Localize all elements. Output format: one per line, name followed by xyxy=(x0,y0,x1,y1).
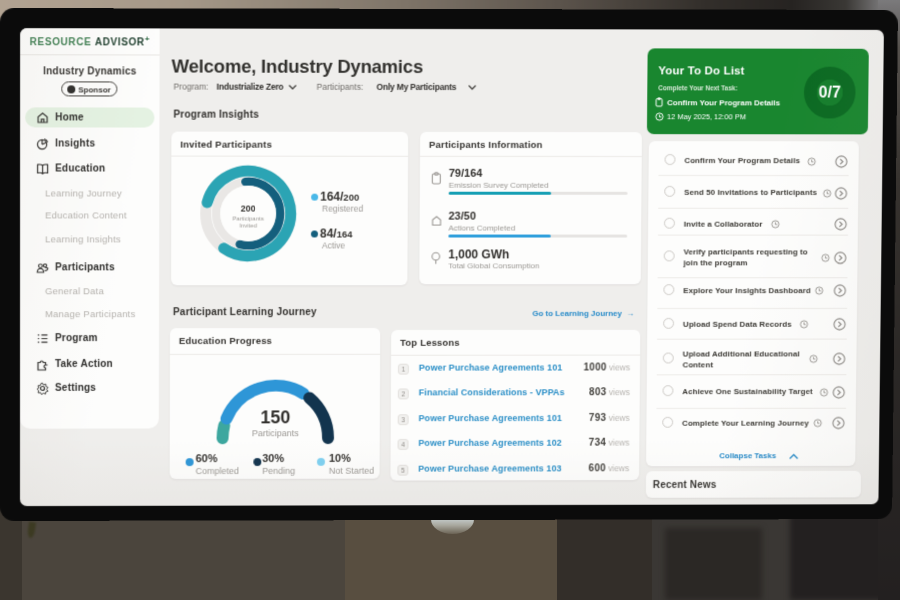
svg-text:Invited: Invited xyxy=(239,224,257,230)
svg-text:Participants: Participants xyxy=(232,217,263,223)
svg-text:0/7: 0/7 xyxy=(819,84,841,102)
svg-text:200: 200 xyxy=(240,204,255,214)
